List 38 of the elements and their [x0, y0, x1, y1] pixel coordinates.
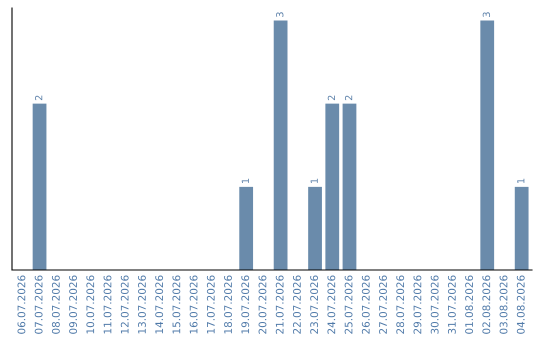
x-tick-label: 21.07.2026: [276, 276, 284, 334]
x-tick-label: 20.07.2026: [258, 276, 266, 334]
data-label: 2: [344, 96, 352, 100]
x-tick-label: 17.07.2026: [206, 276, 215, 334]
x-tick-label: 24.07.2026: [327, 276, 336, 334]
x-tick-label: 18.07.2026: [224, 276, 232, 334]
x-tick-label: 30.07.2026: [430, 276, 439, 334]
data-label: 3: [276, 12, 284, 17]
x-tick-label: 23.07.2026: [310, 276, 318, 334]
x-tick-label: 10.07.2026: [86, 276, 94, 334]
data-label: 2: [328, 96, 335, 100]
x-tick-label: 26.07.2026: [362, 276, 370, 334]
data-label: 1: [310, 178, 318, 183]
x-tick-label: 04.08.2026: [516, 276, 525, 334]
data-label: 3: [482, 12, 490, 17]
x-tick-label: 15.07.2026: [172, 276, 180, 334]
x-tick-label: 29.07.2026: [414, 276, 422, 334]
data-label: 2: [35, 96, 42, 100]
x-tick-label: 27.07.2026: [379, 276, 387, 334]
x-tick-label: 06.07.2026: [17, 276, 26, 334]
x-tick-label: 13.07.2026: [138, 276, 146, 334]
x-tick-label: 01.08.2026: [465, 276, 474, 334]
x-tick-label: 07.07.2026: [34, 276, 43, 334]
x-tick-label: 31.07.2026: [448, 276, 456, 334]
x-tick-label: 03.08.2026: [500, 276, 508, 334]
x-tick-label: 14.07.2026: [155, 276, 164, 334]
data-label: 1: [242, 178, 249, 183]
x-tick-label: 08.07.2026: [52, 276, 60, 334]
x-tick-label: 16.07.2026: [190, 276, 198, 334]
x-tick-label: 11.07.2026: [104, 276, 112, 334]
x-tick-label: 22.07.2026: [292, 276, 301, 334]
x-tick-label: 12.07.2026: [120, 276, 129, 334]
data-label: 1: [517, 178, 524, 183]
x-tick-label: 02.08.2026: [482, 276, 490, 334]
x-tick-label: 28.07.2026: [396, 276, 404, 334]
x-tick-label: 09.07.2026: [69, 276, 78, 334]
x-tick-label: 19.07.2026: [241, 276, 250, 334]
x-tick-label: 25.07.2026: [344, 276, 353, 334]
